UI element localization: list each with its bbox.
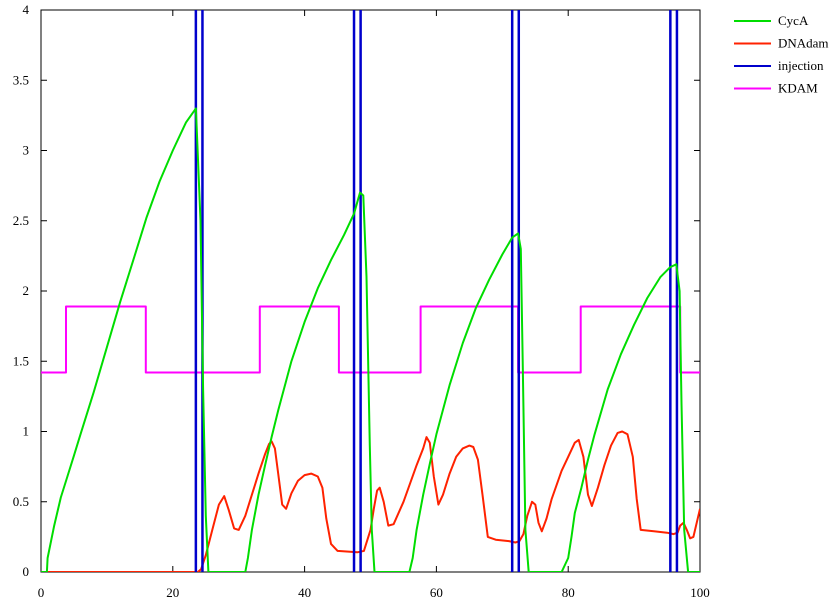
legend-label-kdam: KDAM [778,81,818,96]
y-tick-label: 3 [23,143,30,158]
legend-label-cyca: CycA [778,13,809,28]
legend-label-dnadam: DNAdam [778,36,829,51]
x-tick-label: 60 [430,585,443,600]
y-tick-label: 1 [23,424,30,439]
x-tick-label: 20 [166,585,179,600]
y-tick-label: 2 [23,283,30,298]
series-line-cyca [41,107,700,572]
series-line-dnadam [41,430,700,572]
x-tick-label: 0 [38,585,45,600]
legend-label-injection: injection [778,58,824,73]
x-tick-label: 100 [690,585,710,600]
x-tick-label: 80 [562,585,575,600]
legend: CycA DNAdam injection KDAM [734,13,829,96]
y-tick-label: 4 [23,2,30,17]
x-tick-label: 40 [298,585,311,600]
series-line-kdam [41,305,700,374]
y-tick-label: 3.5 [13,72,29,87]
plot-area [41,10,700,572]
y-tick-label: 0 [23,564,30,579]
y-tick-label: 1.5 [13,353,29,368]
y-tick-label: 0.5 [13,494,29,509]
y-tick-label: 2.5 [13,213,29,228]
